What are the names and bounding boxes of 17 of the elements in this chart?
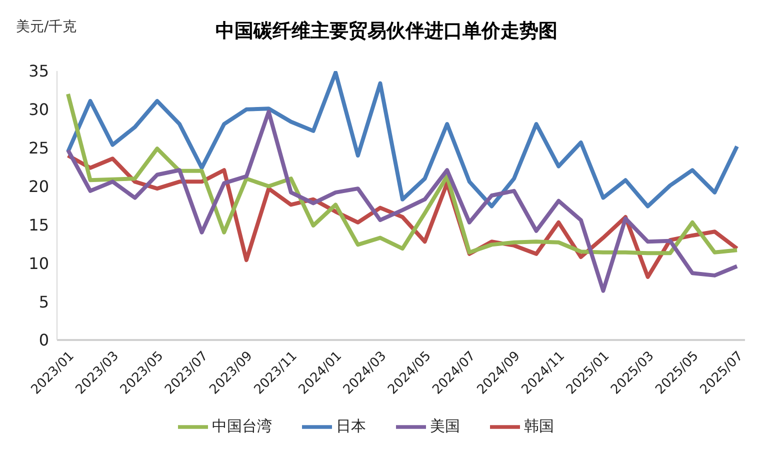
y-tick-label: 25 <box>28 138 49 158</box>
line-series <box>66 71 739 208</box>
line-series <box>66 92 739 256</box>
legend-label: 韩国 <box>524 416 554 435</box>
y-tick-label: 15 <box>28 215 49 234</box>
y-tick-label: 20 <box>28 176 49 196</box>
y-tick-label: 35 <box>28 62 49 81</box>
chart-title: 中国碳纤维主要贸易伙伴进口单价走势图 <box>216 20 558 42</box>
legend-label: 美国 <box>430 416 460 435</box>
y-tick-label: 30 <box>28 100 49 120</box>
line-series <box>66 110 739 293</box>
legend-label: 日本 <box>336 416 366 435</box>
y-tick-label: 5 <box>38 292 49 312</box>
y-axis-title: 美元/千克 <box>16 18 77 36</box>
y-tick-label: 10 <box>28 254 49 273</box>
legend-label: 中国台湾 <box>212 416 272 435</box>
y-tick-label: 0 <box>38 330 49 350</box>
